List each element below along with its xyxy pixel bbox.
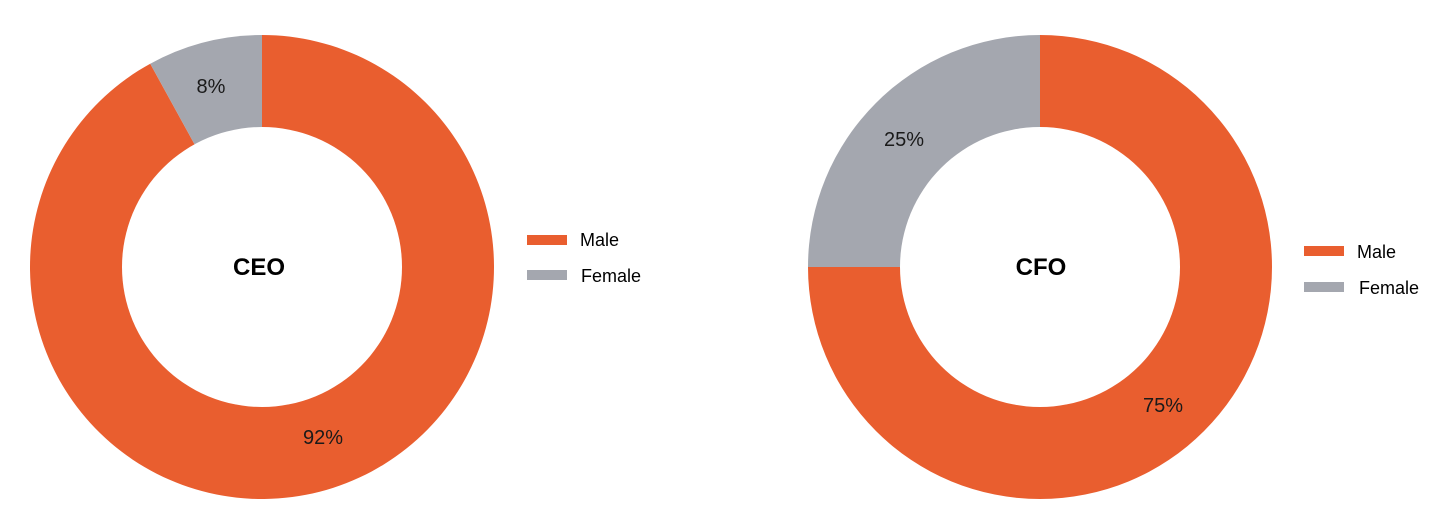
- cfo-legend-swatch-male: [1304, 246, 1344, 256]
- cfo-legend-swatch-female: [1304, 282, 1344, 292]
- ceo-legend: Male Female: [527, 230, 641, 286]
- cfo-donut-hole: [900, 127, 1180, 407]
- ceo-slice-label-female: 8%: [197, 76, 226, 98]
- ceo-legend-label-male: Male: [580, 230, 619, 250]
- ceo-legend-swatch-male: [527, 235, 567, 245]
- ceo-slice-label-male: 92%: [303, 427, 343, 449]
- cfo-chart: CFO 75% 25% Male Female: [808, 35, 1419, 499]
- cfo-center-label: CFO: [1016, 254, 1067, 281]
- cfo-legend: Male Female: [1304, 242, 1419, 298]
- cfo-slice-label-female: 25%: [884, 129, 924, 151]
- ceo-center-label: CEO: [233, 254, 285, 281]
- ceo-chart: CEO 92% 8% Male Female: [30, 35, 641, 500]
- cfo-legend-label-female: Female: [1359, 278, 1419, 298]
- ceo-legend-swatch-female: [527, 270, 567, 280]
- ceo-donut-hole: [122, 127, 402, 407]
- cfo-legend-label-male: Male: [1357, 242, 1396, 262]
- cfo-slice-label-male: 75%: [1143, 395, 1183, 417]
- ceo-legend-label-female: Female: [581, 266, 641, 286]
